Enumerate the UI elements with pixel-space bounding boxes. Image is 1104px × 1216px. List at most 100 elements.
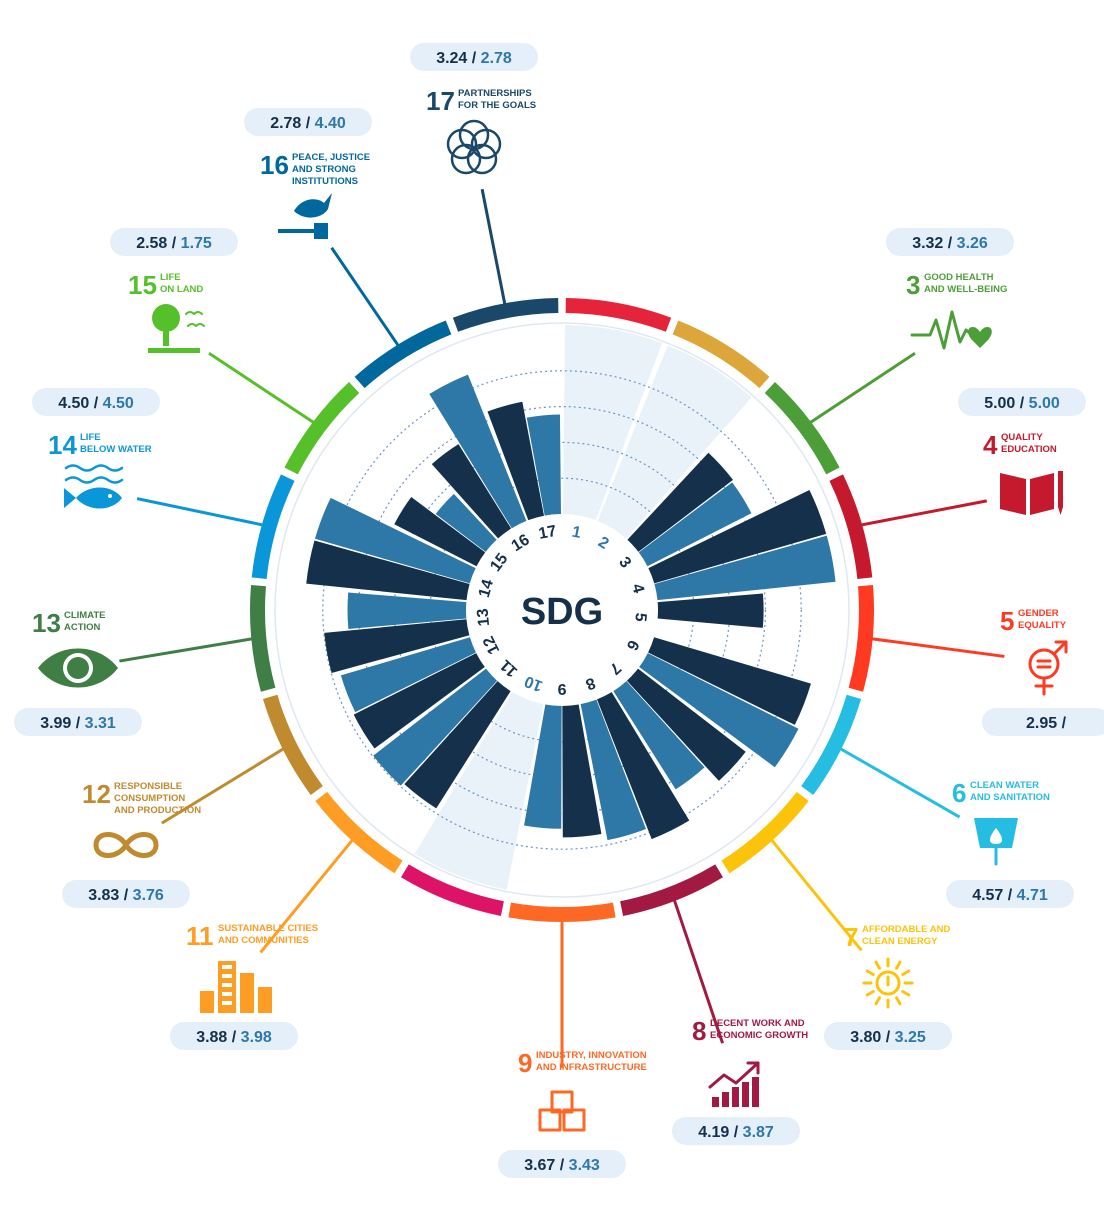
value-pill xyxy=(110,228,238,256)
goal-title-number: 4 xyxy=(983,430,998,460)
value-pill-text: 3.88 / 3.98 xyxy=(196,1029,272,1046)
value-series2: 3.31 xyxy=(85,715,116,732)
goal-title-line: INSTITUTIONS xyxy=(292,176,358,187)
value-series1: 3.83 xyxy=(88,887,119,904)
value-pill-text: 3.99 / 3.31 xyxy=(40,715,116,732)
bar-sdg11-series1 xyxy=(404,681,511,809)
bar-sdg8-series1 xyxy=(596,692,690,840)
value-series1: 3.80 xyxy=(850,1029,881,1046)
value-series1: 2.95 xyxy=(1026,715,1057,732)
goal-title-line: DECENT WORK AND xyxy=(710,1018,805,1029)
goal-title-line: GOOD HEALTH xyxy=(924,272,994,283)
value-separator: / xyxy=(943,235,956,252)
value-pill xyxy=(498,1150,626,1178)
bar-sdg13-series1 xyxy=(324,619,470,673)
value-pill xyxy=(958,388,1086,416)
bar-sdg12-series1 xyxy=(353,653,485,749)
bar-sdg4-series2 xyxy=(654,535,836,601)
goal-title-number: 17 xyxy=(426,86,455,116)
goal-number-16: 16 xyxy=(509,531,533,555)
value-series1: 4.50 xyxy=(58,395,89,412)
goal-title-line: BELOW WATER xyxy=(80,444,152,455)
goal-title-number: 11 xyxy=(186,921,214,951)
goal-title-line: AND WELL-BEING xyxy=(924,284,1007,295)
goal-title-line: CLEAN WATER xyxy=(970,780,1039,791)
goal-number-9: 9 xyxy=(557,680,566,697)
goal-number-17: 17 xyxy=(537,523,558,543)
value-pill-text: 3.32 / 3.26 xyxy=(912,235,988,252)
leader-line-sdg14 xyxy=(136,497,265,527)
goal-title-number: 12 xyxy=(82,779,111,809)
value-pill-text: 4.19 / 3.87 xyxy=(698,1124,774,1141)
goal-title-line: AND SANITATION xyxy=(970,792,1050,803)
goal-title-line: ACTION xyxy=(64,622,101,633)
grid-ring xyxy=(358,406,766,814)
goal-title-number: 7 xyxy=(844,922,858,952)
value-separator: / xyxy=(167,235,180,252)
bar-sdg14-series2 xyxy=(314,497,476,584)
value-separator: / xyxy=(119,887,132,904)
value-series1: 3.99 xyxy=(40,715,71,732)
cubes-icon xyxy=(538,1090,586,1132)
goal-title-line: EDUCATION xyxy=(1001,444,1057,455)
ring-segment-sdg17 xyxy=(452,298,559,332)
book-icon xyxy=(1000,471,1063,515)
value-pill xyxy=(62,880,190,908)
value-separator: / xyxy=(301,115,314,132)
ring-segment-sdg7 xyxy=(721,791,809,874)
value-separator: / xyxy=(729,1124,742,1141)
center-label: SDG xyxy=(521,591,603,633)
leader-line-sdg12 xyxy=(161,746,286,825)
bar-sdg7-series2 xyxy=(613,681,705,790)
goal-title-number: 16 xyxy=(260,150,289,180)
value-series2: 4.50 xyxy=(103,395,134,412)
gender-equality-icon xyxy=(1028,640,1068,696)
goal-title-number: 3 xyxy=(906,270,920,300)
ring-segment-sdg8 xyxy=(620,864,723,916)
dove-gavel-icon xyxy=(278,193,332,239)
ring-segment-sdg4 xyxy=(829,474,873,579)
ring-segment-sdg9 xyxy=(508,902,616,922)
goal-title-line: INDUSTRY, INNOVATION xyxy=(536,1050,647,1061)
goal-title-line: AND INFRASTRUCTURE xyxy=(536,1062,647,1073)
value-pill xyxy=(946,880,1074,908)
goal-number-13: 13 xyxy=(475,607,494,626)
leader-line-sdg17 xyxy=(480,188,507,306)
goal-number-12: 12 xyxy=(480,633,503,657)
bar-sdg15-series1 xyxy=(394,497,486,567)
value-series2: 3.43 xyxy=(569,1157,600,1174)
value-series2: 5.00 xyxy=(1029,395,1060,412)
bar-sdg16-series2 xyxy=(429,374,527,529)
goal-title-number: 15 xyxy=(128,270,157,300)
goal-title-line: EQUALITY xyxy=(1018,620,1067,631)
value-pill xyxy=(824,1022,952,1050)
goal-title-line: AND PRODUCTION xyxy=(114,805,201,816)
bar-sdg13-series2 xyxy=(347,592,467,630)
empty-sector-10 xyxy=(414,692,544,890)
leader-line-sdg15 xyxy=(208,351,316,425)
goal-title-line: LIFE xyxy=(160,272,181,283)
value-series1: 4.57 xyxy=(972,887,1003,904)
value-pill-text: 2.58 / 1.75 xyxy=(136,235,212,252)
goal-number-5: 5 xyxy=(631,612,649,623)
value-separator: / xyxy=(881,1029,894,1046)
goal-title-line: SUSTAINABLE CITIES xyxy=(218,923,318,934)
goal-number-10: 10 xyxy=(522,672,545,694)
bar-sdg17-series1 xyxy=(487,401,545,521)
ring-segment-sdg1 xyxy=(565,298,672,332)
bars xyxy=(306,374,836,841)
bar-sdg16-series1 xyxy=(431,444,512,539)
value-series2: 1.75 xyxy=(181,235,212,252)
ring-segment-sdg2 xyxy=(672,320,770,389)
ring-segment-sdg10 xyxy=(401,864,504,916)
value-series2: 3.98 xyxy=(241,1029,272,1046)
goal-title-line: CLIMATE xyxy=(64,610,106,621)
value-separator: / xyxy=(555,1157,568,1174)
value-series1: 3.24 xyxy=(436,50,467,67)
bar-sdg11-series2 xyxy=(373,668,498,786)
